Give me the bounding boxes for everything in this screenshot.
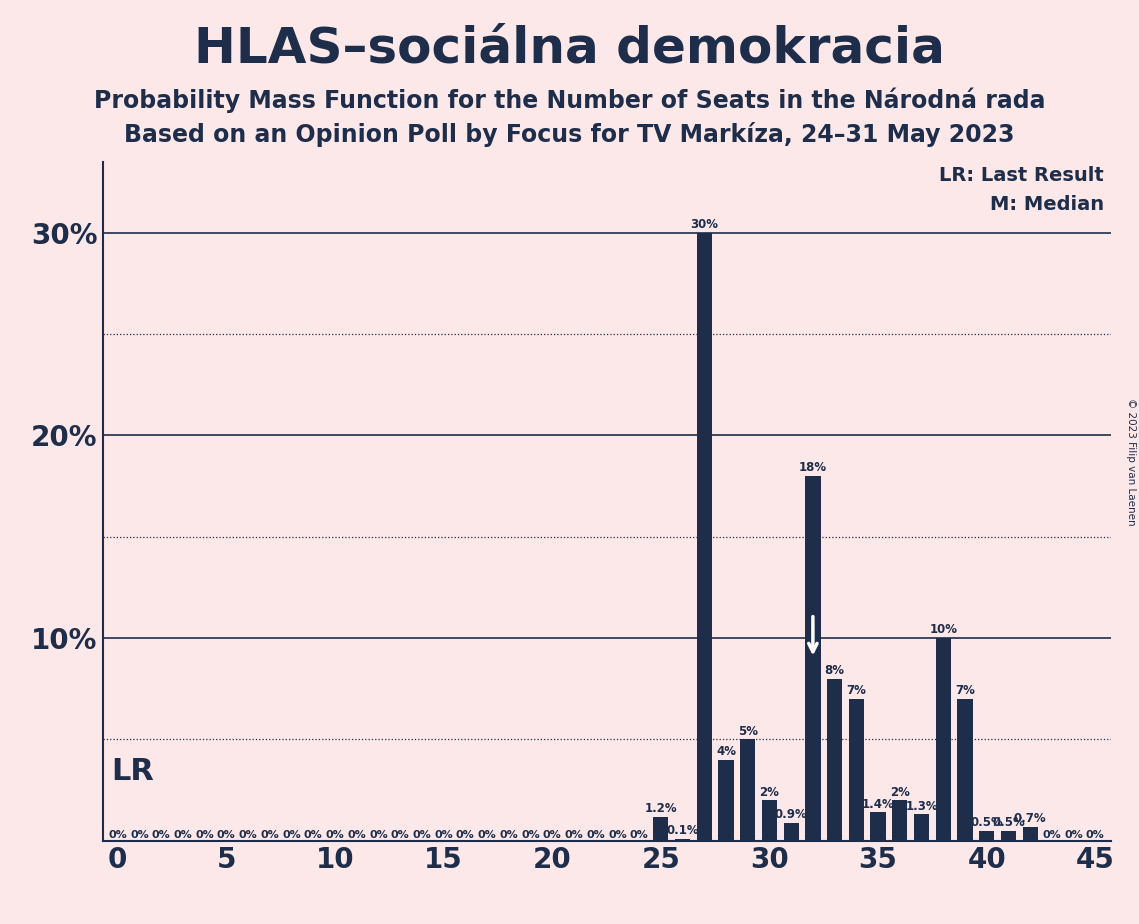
Text: 0%: 0% [108, 830, 128, 840]
Text: 0%: 0% [391, 830, 410, 840]
Text: 0%: 0% [347, 830, 366, 840]
Text: 0%: 0% [261, 830, 279, 840]
Text: 7%: 7% [954, 685, 975, 698]
Text: 0%: 0% [412, 830, 432, 840]
Bar [675, 839, 690, 841]
Bar [719, 760, 734, 841]
Text: 0%: 0% [543, 830, 562, 840]
Bar [784, 822, 798, 841]
Text: 18%: 18% [798, 461, 827, 474]
Text: 0.9%: 0.9% [775, 808, 808, 821]
Text: 7%: 7% [846, 685, 867, 698]
Text: 0%: 0% [130, 830, 149, 840]
Text: 1.4%: 1.4% [862, 797, 894, 811]
Text: 0.1%: 0.1% [666, 824, 699, 837]
Text: 8%: 8% [825, 664, 845, 677]
Text: 0%: 0% [522, 830, 540, 840]
Text: Based on an Opinion Poll by Focus for TV Markíza, 24–31 May 2023: Based on an Opinion Poll by Focus for TV… [124, 122, 1015, 147]
Bar [654, 817, 669, 841]
Text: 0.5%: 0.5% [970, 816, 1003, 829]
Text: 0%: 0% [195, 830, 214, 840]
Text: Probability Mass Function for the Number of Seats in the Národná rada: Probability Mass Function for the Number… [93, 88, 1046, 114]
Text: 1.3%: 1.3% [906, 800, 937, 813]
Text: 0%: 0% [587, 830, 605, 840]
Text: 2%: 2% [760, 785, 779, 798]
Text: © 2023 Filip van Laenen: © 2023 Filip van Laenen [1126, 398, 1136, 526]
Text: 10%: 10% [929, 624, 957, 637]
Text: 0%: 0% [1085, 830, 1105, 840]
Text: 0%: 0% [477, 830, 497, 840]
Bar [849, 699, 865, 841]
Text: M: Median: M: Median [990, 195, 1104, 213]
Text: 0.5%: 0.5% [992, 816, 1025, 829]
Text: 0%: 0% [1064, 830, 1083, 840]
Text: 0%: 0% [326, 830, 344, 840]
Text: 0%: 0% [151, 830, 171, 840]
Text: 0%: 0% [369, 830, 387, 840]
Bar [805, 476, 820, 841]
Text: 0.7%: 0.7% [1014, 812, 1047, 825]
Text: 2%: 2% [890, 785, 910, 798]
Text: 4%: 4% [716, 745, 736, 758]
Text: HLAS–sociálna demokracia: HLAS–sociálna demokracia [194, 25, 945, 73]
Text: 30%: 30% [690, 218, 719, 231]
Text: LR: LR [112, 758, 154, 786]
Text: 0%: 0% [282, 830, 301, 840]
Text: 0%: 0% [173, 830, 192, 840]
Text: 0%: 0% [239, 830, 257, 840]
Bar [892, 800, 908, 841]
Text: 0%: 0% [216, 830, 236, 840]
Text: 0%: 0% [608, 830, 626, 840]
Bar [870, 812, 886, 841]
Text: 0%: 0% [499, 830, 518, 840]
Bar [697, 233, 712, 841]
Bar [762, 800, 777, 841]
Text: LR: Last Result: LR: Last Result [940, 166, 1104, 186]
Bar [913, 814, 929, 841]
Text: 0%: 0% [630, 830, 648, 840]
Text: 0%: 0% [1042, 830, 1062, 840]
Bar [827, 678, 842, 841]
Bar [740, 739, 755, 841]
Text: 0%: 0% [434, 830, 453, 840]
Bar [958, 699, 973, 841]
Text: 1.2%: 1.2% [645, 802, 678, 815]
Bar [935, 638, 951, 841]
Text: 5%: 5% [738, 724, 757, 738]
Text: 0%: 0% [565, 830, 583, 840]
Bar [1001, 831, 1016, 841]
Bar [980, 831, 994, 841]
Text: 0%: 0% [456, 830, 475, 840]
Text: 0%: 0% [304, 830, 322, 840]
Bar [1023, 827, 1038, 841]
